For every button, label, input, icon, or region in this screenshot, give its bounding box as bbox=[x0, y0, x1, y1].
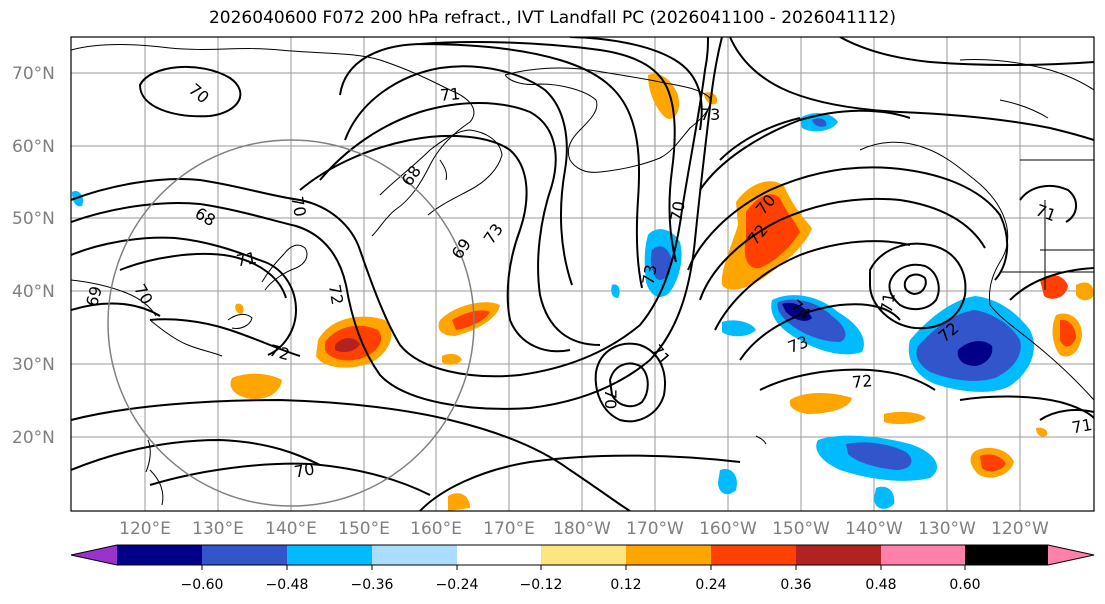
contour-label: 72 bbox=[267, 341, 292, 365]
contour-label: 72 bbox=[325, 283, 347, 306]
contour-label: 70 bbox=[287, 195, 309, 218]
colorbar-segment bbox=[457, 545, 541, 565]
range-circle bbox=[107, 139, 475, 507]
colorbar-segment bbox=[287, 545, 372, 565]
refractivity-contours bbox=[71, 37, 1094, 511]
colorbar: −0.60 −0.48 −0.36 −0.24 −0.12 0.12 0.24 … bbox=[70, 544, 1095, 593]
contour-label: 71 bbox=[1070, 415, 1093, 437]
lon-label: 160°W bbox=[699, 519, 757, 539]
lon-label: 120°E bbox=[119, 519, 171, 539]
contour-label: 71 bbox=[439, 84, 461, 105]
colorbar-segment bbox=[541, 545, 626, 565]
contour-label: 73 bbox=[700, 105, 720, 124]
contour-label: 69 bbox=[82, 284, 106, 309]
colorbar-outline bbox=[70, 544, 1095, 566]
lon-label: 170°W bbox=[626, 519, 684, 539]
colorbar-tick-label: 0.48 bbox=[865, 577, 896, 593]
colorbar-segment bbox=[117, 545, 202, 565]
lat-label: 20°N bbox=[12, 428, 55, 448]
colorbar-segment bbox=[202, 545, 287, 565]
lon-label: 130°W bbox=[918, 519, 976, 539]
colorbar-segment bbox=[626, 545, 711, 565]
contour-label: 70 bbox=[667, 200, 689, 223]
colorbar-tick-label: 0.36 bbox=[780, 577, 811, 593]
coastlines bbox=[71, 44, 1094, 506]
lon-label: 160°E bbox=[410, 519, 462, 539]
colorbar-tick-label: 0.12 bbox=[610, 577, 641, 593]
lon-label: 150°W bbox=[772, 519, 830, 539]
lon-label: 140°E bbox=[265, 519, 317, 539]
ivt-shading bbox=[72, 73, 1094, 511]
colorbar-tick-label: −0.60 bbox=[181, 577, 224, 593]
colorbar-tick-label: −0.36 bbox=[351, 577, 394, 593]
colorbar-tick-label: 0.24 bbox=[695, 577, 726, 593]
lon-label: 150°E bbox=[338, 519, 390, 539]
colorbar-segment bbox=[711, 545, 796, 565]
longitude-labels: 120°E 130°E 140°E 150°E 160°E 170°E 180°… bbox=[119, 519, 1049, 539]
lon-label: 180°W bbox=[553, 519, 611, 539]
lat-label: 50°N bbox=[12, 209, 55, 229]
lat-label: 60°N bbox=[12, 137, 55, 157]
contour-label: 70 bbox=[601, 389, 620, 409]
contour-label: 70 bbox=[293, 459, 316, 481]
contour-label: 72 bbox=[851, 371, 873, 392]
colorbar-extend-max bbox=[1048, 545, 1094, 565]
contour-label: 73 bbox=[638, 263, 660, 286]
colorbar-ticks bbox=[201, 565, 966, 570]
latitude-labels: 70°N 60°N 50°N 40°N 30°N 20°N bbox=[12, 64, 55, 448]
lat-label: 30°N bbox=[12, 355, 55, 375]
lon-label: 140°W bbox=[845, 519, 903, 539]
colorbar-segment bbox=[881, 545, 965, 565]
colorbar-extend-min bbox=[71, 545, 117, 565]
lat-label: 70°N bbox=[12, 64, 55, 84]
colorbar-tick-label: 0.60 bbox=[949, 577, 980, 593]
lon-label: 170°E bbox=[483, 519, 535, 539]
lon-label: 120°W bbox=[991, 519, 1049, 539]
lat-label: 40°N bbox=[12, 282, 55, 302]
map-frame bbox=[70, 36, 1095, 512]
contour-label: 71 bbox=[235, 248, 258, 270]
colorbar-segment bbox=[372, 545, 457, 565]
graticule bbox=[71, 37, 1094, 511]
contour-label: 71 bbox=[877, 291, 899, 314]
map-title: 2026040600 F072 200 hPa refract., IVT La… bbox=[208, 8, 896, 28]
colorbar-segment bbox=[796, 545, 881, 565]
colorbar-tick-label: −0.48 bbox=[266, 577, 309, 593]
colorbar-tick-label: −0.24 bbox=[436, 577, 479, 593]
colorbar-tick-label: −0.12 bbox=[520, 577, 563, 593]
lon-label: 130°E bbox=[192, 519, 244, 539]
colorbar-segment bbox=[965, 545, 1048, 565]
